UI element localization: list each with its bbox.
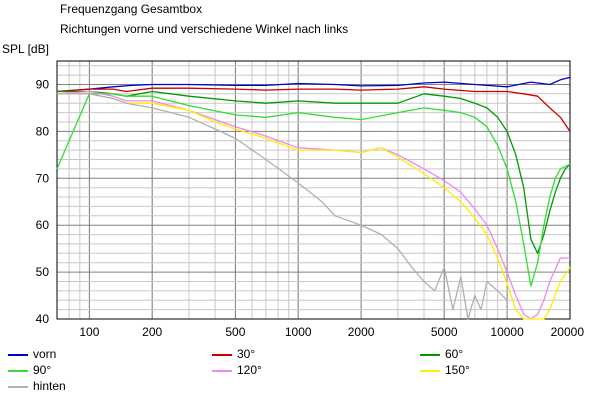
x-tick-label: 2000 bbox=[348, 325, 375, 339]
x-tick-label: 1000 bbox=[285, 325, 312, 339]
legend-swatch-120 bbox=[212, 370, 232, 372]
legend-swatch-150 bbox=[420, 370, 440, 372]
legend-label-60: 60° bbox=[445, 347, 464, 361]
legend-swatch-60 bbox=[420, 354, 440, 356]
series-line-150 bbox=[57, 93, 571, 320]
series-line-90 bbox=[56, 93, 571, 287]
series-line-30 bbox=[56, 86, 571, 132]
legend-swatch-hinten bbox=[8, 386, 28, 388]
x-tick-label: 5000 bbox=[431, 325, 458, 339]
x-tick-label: 100 bbox=[79, 325, 99, 339]
legend-swatch-vorn bbox=[8, 354, 28, 356]
legend-swatch-90 bbox=[8, 370, 28, 372]
y-tick-label: 70 bbox=[36, 171, 50, 185]
legend-label-vorn: vorn bbox=[33, 347, 57, 361]
series-line-hinten bbox=[57, 93, 508, 320]
legend-label-150: 150° bbox=[445, 363, 470, 377]
legend-label-hinten: hinten bbox=[33, 379, 66, 393]
legend-label-120: 120° bbox=[237, 363, 262, 377]
x-tick-label: 20000 bbox=[551, 325, 585, 339]
x-tick-label: 10000 bbox=[490, 325, 524, 339]
x-tick-label: 500 bbox=[225, 325, 245, 339]
series-line-vorn bbox=[56, 76, 571, 93]
y-tick-label: 90 bbox=[36, 78, 50, 92]
y-tick-label: 40 bbox=[36, 312, 50, 326]
y-tick-label: 80 bbox=[36, 124, 50, 138]
series-line-120 bbox=[56, 90, 570, 320]
y-axis-label: SPL [dB] bbox=[2, 42, 49, 56]
chart-subtitle: Richtungen vorne und verschiedene Winkel… bbox=[60, 22, 349, 36]
x-tick-label: 200 bbox=[142, 325, 162, 339]
series-line-60 bbox=[57, 90, 571, 254]
legend-label-90: 90° bbox=[33, 363, 52, 377]
plot-frame bbox=[56, 60, 571, 320]
y-tick-label: 50 bbox=[36, 265, 50, 279]
y-tick-label: 60 bbox=[36, 218, 50, 232]
legend-swatch-30 bbox=[212, 354, 232, 356]
chart-title: Frequenzgang Gesamtbox bbox=[60, 2, 203, 16]
legend-label-30: 30° bbox=[237, 347, 256, 361]
